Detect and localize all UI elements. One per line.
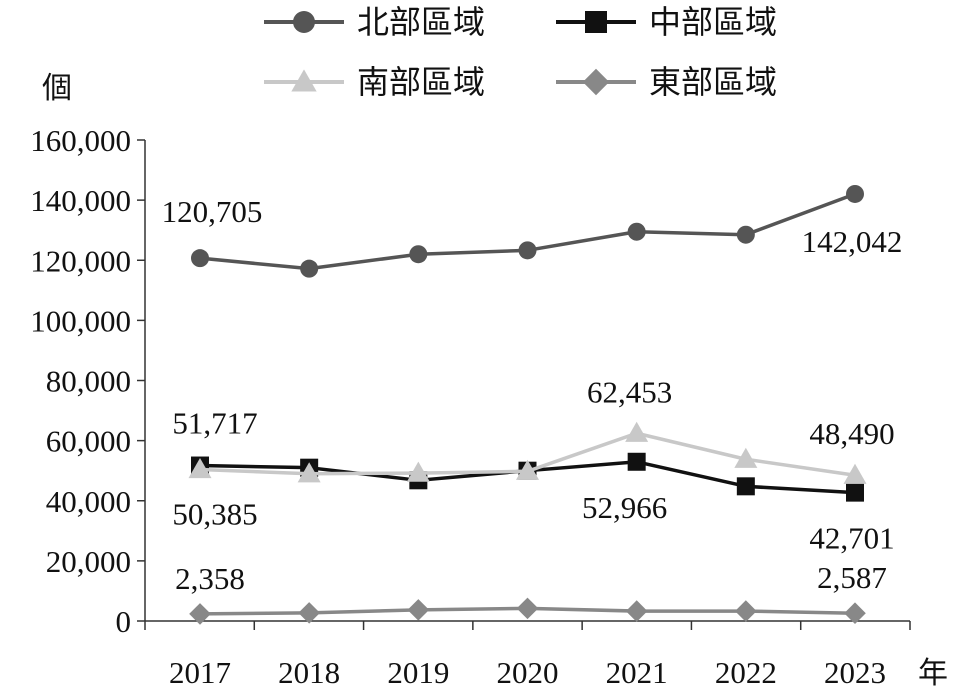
y-tick-label: 40,000 (46, 484, 131, 519)
data-point (189, 603, 211, 625)
legend-marker (582, 68, 610, 96)
data-point (846, 483, 864, 502)
data-point (298, 602, 320, 624)
y-tick-label: 0 (116, 604, 132, 639)
legend-item: 中部區域 (556, 3, 777, 41)
data-point (844, 602, 866, 625)
legend-item: 東部區域 (556, 63, 777, 101)
legend-label: 東部區域 (649, 63, 777, 101)
data-label: 52,966 (582, 490, 667, 525)
data-point (409, 245, 428, 264)
data-point (735, 600, 757, 622)
y-tick-label: 60,000 (46, 424, 131, 459)
data-label: 120,705 (162, 194, 263, 229)
legend-marker (293, 11, 315, 33)
data-point (518, 241, 537, 260)
data-point (627, 222, 646, 241)
data-point (736, 477, 755, 496)
x-tick-label: 2020 (497, 655, 559, 689)
data-point (407, 599, 430, 621)
chart-axes: 0 20,000 40,000 60,000 80,000 100,000 120,000 1… (30, 123, 911, 689)
chart-series (188, 184, 867, 625)
legend-item: 南部區域 (264, 63, 485, 101)
data-point (625, 421, 649, 442)
x-tick-label: 2023 (824, 655, 886, 689)
data-label: 50,385 (172, 497, 257, 532)
series-diamond (189, 597, 866, 625)
data-point (188, 458, 212, 479)
legend-marker (585, 11, 607, 33)
data-label: 142,042 (802, 224, 903, 259)
y-tick-label: 80,000 (46, 364, 131, 399)
series-triangle (188, 421, 867, 484)
data-point (300, 259, 319, 278)
x-tick-label: 2022 (715, 655, 777, 689)
data-point (846, 184, 864, 203)
series-circle (191, 184, 864, 278)
x-tick-label: 2018 (278, 655, 340, 689)
data-label: 48,490 (809, 416, 894, 451)
y-tick-label: 20,000 (46, 544, 131, 579)
data-point (627, 452, 646, 471)
data-label: 42,701 (809, 521, 894, 556)
x-tick-label: 2017 (169, 655, 231, 689)
y-tick-label: 100,000 (30, 303, 131, 338)
data-point (734, 447, 758, 468)
data-label: 2,587 (817, 560, 887, 595)
data-label: 2,358 (175, 561, 245, 596)
data-labels: 120,705 142,042 51,717 52,966 42,701 50,385 62… (162, 194, 903, 596)
x-tick-label: 2019 (387, 655, 449, 689)
data-point (516, 459, 539, 480)
data-point (191, 249, 209, 268)
data-label: 51,717 (172, 406, 257, 441)
legend-label: 南部區域 (357, 63, 485, 101)
legend-label: 北部區域 (357, 3, 485, 41)
y-tick-label: 140,000 (30, 183, 131, 218)
data-point (736, 225, 755, 244)
legend-item: 北部區域 (264, 3, 485, 41)
y-tick-label: 160,000 (30, 123, 131, 158)
data-point (297, 462, 321, 483)
x-tick-label: 2021 (606, 655, 668, 689)
data-point (406, 461, 430, 482)
y-unit-label: 個 (42, 71, 72, 106)
data-point (843, 463, 867, 484)
legend-marker (291, 69, 317, 92)
y-tick-label: 120,000 (30, 243, 131, 278)
x-unit-label: 年 (918, 656, 948, 689)
legend-label: 中部區域 (649, 3, 777, 41)
data-point (516, 597, 539, 620)
data-label: 62,453 (587, 374, 672, 409)
data-point (625, 600, 648, 622)
